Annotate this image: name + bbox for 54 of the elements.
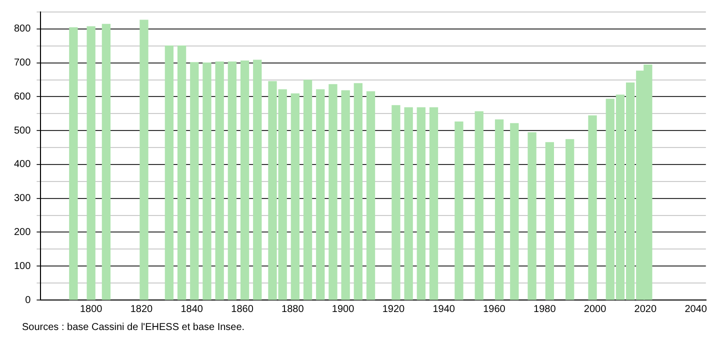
x-tick-label: 1800 — [80, 304, 103, 315]
bar — [177, 46, 186, 300]
x-tick-label: 1980 — [534, 304, 556, 315]
bar — [429, 107, 438, 300]
bar — [474, 111, 484, 300]
bar — [228, 61, 237, 300]
bar — [69, 27, 78, 300]
y-tick-label: 0 — [25, 294, 32, 306]
y-tick-label: 200 — [14, 226, 32, 238]
bar — [86, 26, 96, 300]
bar — [404, 107, 413, 300]
bar — [366, 91, 376, 300]
bar — [494, 119, 504, 300]
bar — [303, 80, 312, 300]
bar — [328, 84, 338, 300]
x-tick-label: 2000 — [584, 304, 607, 315]
bar — [253, 60, 262, 300]
x-tick-label: 1960 — [483, 304, 506, 315]
bar — [588, 115, 597, 300]
bar — [215, 61, 224, 300]
source-note: Sources : base Cassini de l'EHESS et base Insee. — [22, 322, 245, 333]
y-tick-label: 600 — [14, 91, 32, 102]
x-tick-label: 1920 — [382, 304, 406, 315]
x-tick-label: 1820 — [130, 304, 154, 315]
x-tick-label: 1900 — [332, 304, 355, 315]
bar — [545, 142, 554, 300]
bar — [528, 132, 536, 300]
y-tick-label: 500 — [14, 125, 32, 136]
bar — [102, 24, 111, 300]
bar — [454, 121, 464, 300]
bar — [316, 89, 325, 300]
bar — [416, 107, 426, 300]
bar — [290, 93, 300, 300]
bar — [341, 90, 350, 300]
bar — [164, 46, 174, 300]
bar — [240, 60, 250, 300]
y-tick-label: 100 — [14, 260, 32, 272]
bar — [392, 105, 400, 300]
bar — [354, 83, 362, 300]
bar — [190, 62, 199, 300]
x-tick-label: 1860 — [231, 304, 254, 315]
y-tick-label: 300 — [14, 193, 32, 204]
y-tick-label: 400 — [14, 159, 32, 170]
x-tick-label: 1840 — [180, 304, 204, 315]
x-tick-label: 2040 — [684, 304, 708, 315]
bar — [202, 62, 212, 300]
x-tick-label: 1880 — [282, 304, 304, 315]
x-tick-label: 2020 — [634, 304, 657, 315]
bar — [566, 139, 574, 300]
bar — [140, 20, 148, 300]
x-tick-label: 1940 — [432, 304, 456, 315]
bar — [510, 123, 519, 300]
y-tick-label: 700 — [14, 58, 32, 69]
y-tick-label: 800 — [14, 24, 32, 35]
